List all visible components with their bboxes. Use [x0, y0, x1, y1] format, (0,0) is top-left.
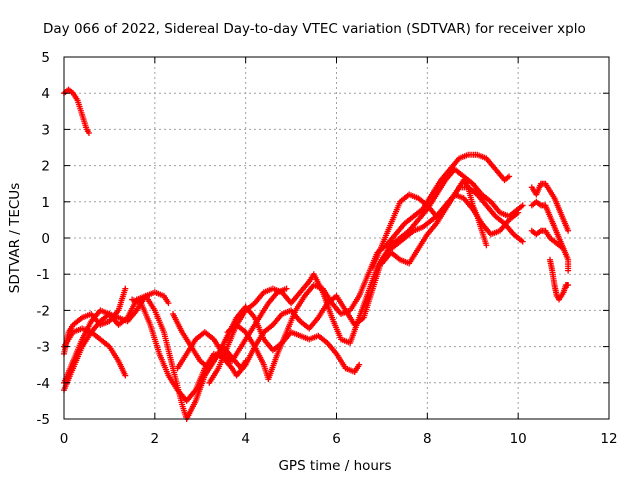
- y-axis-ticks: -5 -4 -3 -2 -1 0 1 2 3 4 5: [37, 50, 609, 428]
- data-point: [483, 242, 490, 249]
- series-track-10: [224, 151, 513, 383]
- x-tick-label: 8: [423, 431, 432, 447]
- data-point: [519, 238, 526, 245]
- y-axis-label: SDTVAR / TECUs: [7, 183, 23, 293]
- grid-lines: [64, 57, 609, 419]
- x-tick-label: 4: [241, 431, 250, 447]
- series-track-15: [528, 227, 567, 252]
- series-track-4: [61, 289, 172, 394]
- data-point: [85, 130, 92, 137]
- data-point: [565, 267, 572, 274]
- data-point: [565, 282, 572, 289]
- y-tick-label: 5: [41, 50, 50, 66]
- x-tick-label: 2: [151, 431, 160, 447]
- y-tick-label: -4: [37, 376, 50, 392]
- data-point: [356, 361, 363, 368]
- x-tick-label: 6: [332, 431, 341, 447]
- x-tick-label: 0: [60, 431, 69, 447]
- y-tick-label: -5: [37, 412, 50, 428]
- data-point: [519, 202, 526, 209]
- series-track-11: [369, 191, 522, 270]
- series-track-1: [61, 86, 92, 137]
- series-track-5: [61, 292, 249, 422]
- y-tick-label: 3: [41, 122, 50, 138]
- x-axis-ticks: 0 2 4 6 8 10 12: [60, 57, 618, 447]
- data-point: [515, 209, 522, 216]
- data-points: [61, 86, 572, 422]
- data-point: [283, 285, 290, 292]
- chart-title: Day 066 of 2022, Sidereal Day-to-day VTE…: [43, 21, 586, 37]
- data-point: [165, 300, 172, 307]
- x-tick-label: 10: [510, 431, 527, 447]
- x-tick-label: 12: [600, 431, 617, 447]
- y-tick-label: -2: [37, 303, 50, 319]
- y-tick-label: 0: [41, 231, 50, 247]
- series-track-12: [378, 177, 490, 267]
- x-axis-label: GPS time / hours: [278, 458, 391, 474]
- data-point: [506, 173, 513, 180]
- y-tick-label: 1: [41, 195, 50, 211]
- data-point: [122, 285, 129, 292]
- series-track-13: [528, 180, 572, 234]
- series-track-16: [546, 256, 572, 303]
- data-point: [122, 372, 129, 379]
- y-tick-label: -3: [37, 340, 50, 356]
- y-tick-label: 2: [41, 159, 50, 175]
- y-tick-label: -1: [37, 267, 50, 283]
- y-tick-label: 4: [41, 86, 50, 102]
- data-point: [565, 227, 572, 234]
- data-point: [560, 245, 567, 252]
